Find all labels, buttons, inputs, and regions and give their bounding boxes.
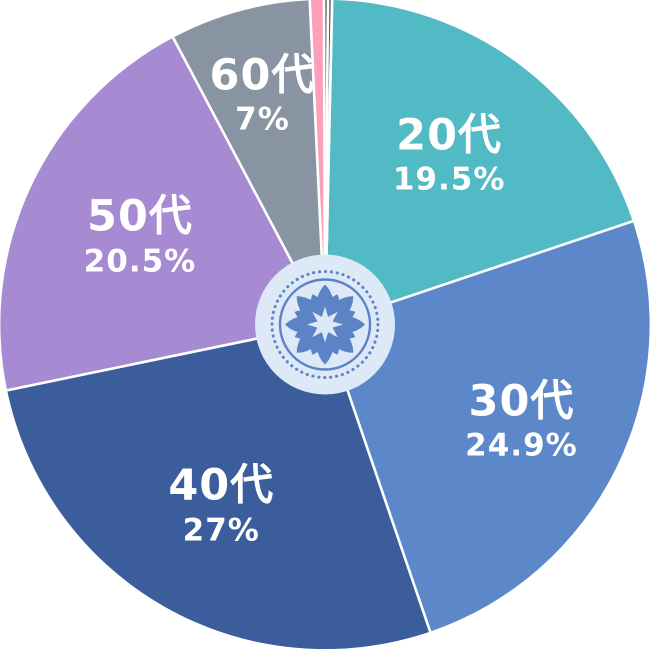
pie-slice-50s bbox=[0, 37, 325, 391]
lotus-mandala-badge-icon bbox=[255, 254, 395, 395]
pie-slice-30s bbox=[325, 221, 650, 632]
pie-slice-40s bbox=[7, 324, 431, 649]
pie-slice-60s bbox=[173, 0, 325, 325]
pie-slice-20s bbox=[325, 0, 633, 325]
